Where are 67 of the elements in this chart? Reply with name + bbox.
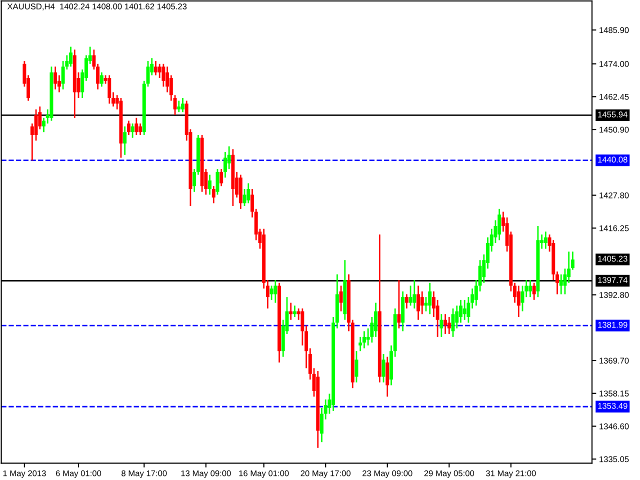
candlestick [447, 316, 451, 335]
y-tick-label: 1485.90 [600, 27, 629, 34]
candlestick [123, 126, 127, 156]
candlestick [404, 294, 408, 310]
x-tick-label: 16 May 01:00 [239, 470, 289, 478]
ref-line-label: 1397.74 [598, 277, 628, 283]
candlestick [516, 285, 520, 318]
candlestick [420, 290, 424, 315]
candlestick [154, 60, 158, 76]
candlestick [528, 279, 532, 298]
candlestick [462, 299, 466, 321]
x-tick-label: 20 May 17:00 [300, 470, 351, 478]
candlestick [177, 100, 181, 113]
y-tick-label: 1335.05 [600, 456, 629, 462]
chart-title: XAUUSD,H4 1402.24 1408.00 1401.62 1405.23 [7, 3, 187, 10]
x-tick-label: 6 May 01:00 [56, 470, 102, 478]
y-tick-label: 1358.15 [600, 390, 629, 396]
candlestick [158, 63, 162, 79]
ref-line-label: 1381.99 [598, 322, 628, 328]
text: 1405.23 [598, 256, 628, 262]
x-tick-label: 8 May 17:00 [122, 470, 167, 478]
candlestick [138, 122, 142, 136]
candlestick [444, 313, 448, 335]
candlestick [108, 74, 112, 104]
candlestick [412, 279, 416, 310]
ref-line-label: 1455.94 [598, 112, 628, 118]
candlestick [339, 285, 343, 312]
x-tick-label: 13 May 09:00 [181, 470, 231, 478]
candlestick [440, 313, 444, 338]
candlestick [212, 185, 216, 204]
candlestick [270, 285, 274, 301]
candlestick [208, 174, 212, 196]
candlestick [408, 285, 412, 306]
x-tick-label: 31 May 21:00 [486, 470, 536, 478]
candlestick [130, 122, 134, 138]
candlestick [134, 117, 138, 136]
y-tick-label: 1346.60 [600, 423, 629, 430]
x-tick-label: 23 May 09:00 [362, 470, 412, 478]
x-tick-label: 1 May 2013 [3, 470, 46, 478]
candlestick [100, 72, 104, 88]
candlestick [54, 66, 58, 90]
candlestick [362, 330, 366, 349]
candlestick [397, 279, 401, 330]
candlestick [126, 120, 130, 136]
candlestick [386, 356, 390, 398]
candlestick [246, 182, 250, 204]
candlestick [69, 46, 73, 68]
candlestick [428, 282, 432, 315]
y-tick-label: 1369.70 [600, 358, 629, 364]
y-tick-label: 1474.00 [600, 61, 629, 67]
x-tick-label: 29 May 05:00 [424, 470, 474, 478]
candlestick [498, 208, 502, 241]
candlestick [416, 285, 420, 321]
candlestick [274, 279, 278, 304]
candlestick [354, 350, 358, 384]
y-tick-label: 1462.45 [600, 94, 629, 100]
y-tick-label: 1392.80 [600, 292, 629, 298]
y-tick-label: 1427.80 [600, 192, 629, 198]
candlestick [559, 274, 563, 295]
candlestick [181, 97, 184, 113]
y-tick-label: 1450.90 [600, 126, 629, 133]
ref-line-label: 1353.49 [598, 402, 628, 409]
candlestick [544, 230, 548, 250]
candlestick [532, 282, 536, 301]
y-tick-label: 1416.25 [600, 225, 629, 232]
ref-line-label: 1440.08 [598, 156, 628, 163]
candlestick [220, 168, 224, 187]
